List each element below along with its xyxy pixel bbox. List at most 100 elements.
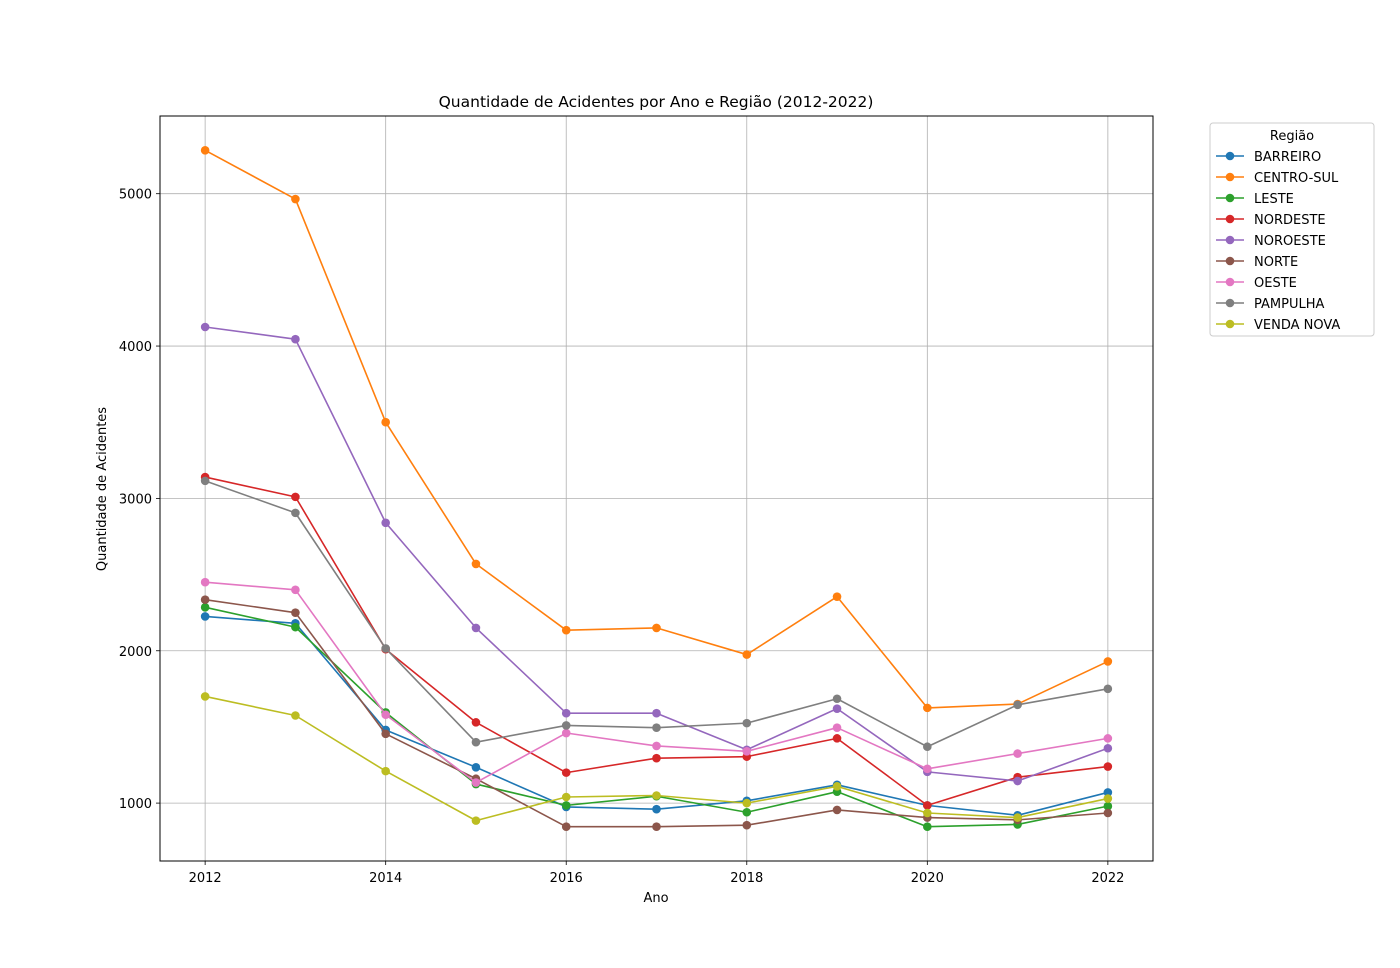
data-point-norte	[832, 805, 842, 815]
data-point-centro-sul	[200, 145, 210, 155]
legend-item-nordeste: NORDESTE	[1216, 213, 1326, 228]
y-tick-label: 1000	[119, 797, 152, 812]
legend-label-leste: LESTE	[1254, 192, 1294, 207]
data-point-norte	[200, 595, 210, 605]
series-centro-sul	[200, 145, 1113, 713]
data-point-oeste	[381, 710, 390, 720]
data-point-venda-nova	[291, 711, 300, 720]
data-point-centro-sul	[923, 703, 932, 713]
data-point-norte	[652, 822, 661, 832]
data-point-centro-sul	[1103, 657, 1113, 666]
data-point-centro-sul	[561, 625, 571, 635]
data-point-norte	[742, 820, 752, 830]
data-point-venda-nova	[1103, 794, 1113, 803]
legend-label-venda-nova: VENDA NOVA	[1254, 318, 1340, 333]
data-point-pampulha	[742, 718, 752, 728]
data-point-venda-nova	[923, 808, 932, 818]
data-point-leste	[923, 822, 932, 832]
data-point-norte	[561, 822, 571, 832]
data-point-nordeste	[291, 492, 300, 502]
data-point-oeste	[200, 577, 210, 587]
y-tick-label: 4000	[119, 340, 152, 355]
series-oeste	[200, 577, 1113, 787]
data-point-leste	[291, 622, 300, 632]
chart-title: Quantidade de Acidentes por Ano e Região…	[439, 93, 874, 111]
data-point-norte	[381, 729, 390, 739]
data-point-oeste	[291, 585, 300, 595]
legend-label-nordeste: NORDESTE	[1254, 213, 1326, 228]
data-point-leste	[742, 807, 752, 817]
data-point-centro-sul	[832, 592, 842, 601]
data-point-centro-sul	[381, 417, 390, 427]
data-point-oeste	[652, 741, 661, 751]
legend-marker-pampulha	[1225, 298, 1235, 308]
series-venda-nova	[200, 692, 1113, 825]
data-point-barreiro	[200, 612, 210, 621]
legend-marker-leste	[1225, 193, 1235, 203]
data-point-venda-nova	[471, 816, 481, 825]
data-point-barreiro	[471, 763, 481, 772]
legend-item-norte: NORTE	[1216, 255, 1298, 270]
data-point-pampulha	[561, 721, 571, 730]
legend-title: Região	[1270, 129, 1314, 144]
data-point-oeste	[1103, 734, 1113, 743]
legend-marker-norte	[1225, 256, 1235, 266]
data-point-oeste	[471, 778, 481, 787]
legend-items: BARREIRO CENTRO-SUL LESTE NORDESTE NOROESTE N…	[1216, 150, 1340, 333]
data-point-noroeste	[381, 518, 390, 528]
legend-marker-barreiro	[1225, 151, 1235, 161]
data-point-pampulha	[200, 476, 210, 486]
data-point-nordeste	[832, 734, 842, 743]
data-point-oeste	[1013, 749, 1022, 758]
data-point-noroeste	[471, 623, 481, 633]
y-tick-label: 3000	[119, 492, 152, 507]
legend-marker-venda-nova	[1225, 319, 1235, 329]
series-lines	[200, 145, 1113, 832]
data-point-venda-nova	[200, 692, 210, 701]
legend-marker-centro-sul	[1225, 172, 1235, 182]
data-point-venda-nova	[652, 791, 661, 800]
x-tick-label: 2012	[189, 871, 222, 886]
data-point-nordeste	[923, 801, 932, 810]
data-point-oeste	[561, 728, 571, 738]
legend-label-norte: NORTE	[1254, 255, 1298, 270]
data-point-nordeste	[1103, 762, 1113, 771]
legend-item-leste: LESTE	[1216, 192, 1294, 207]
legend-item-noroeste: NOROESTE	[1216, 234, 1326, 249]
data-point-noroeste	[1103, 743, 1113, 753]
legend-item-oeste: OESTE	[1216, 276, 1297, 291]
series-line-pampulha	[204, 480, 1108, 748]
legend-item-venda-nova: VENDA NOVA	[1216, 318, 1340, 333]
data-point-venda-nova	[561, 792, 571, 802]
data-point-leste	[200, 603, 210, 612]
data-point-oeste	[832, 723, 842, 732]
data-point-pampulha	[923, 742, 932, 752]
legend: Região BARREIRO CENTRO-SUL LESTE NORDESTE NO…	[1209, 122, 1375, 337]
series-nordeste	[200, 472, 1113, 810]
legend-label-oeste: OESTE	[1254, 276, 1297, 291]
x-tick-label: 2020	[911, 871, 944, 886]
data-point-norte	[1103, 808, 1113, 818]
x-tick-label: 2016	[550, 871, 583, 886]
data-point-pampulha	[471, 737, 481, 747]
data-point-centro-sul	[742, 650, 752, 659]
series-norte	[200, 595, 1113, 832]
data-point-pampulha	[291, 508, 300, 518]
y-tick-label: 5000	[119, 188, 152, 203]
data-point-pampulha	[1103, 684, 1113, 694]
data-point-pampulha	[381, 644, 390, 653]
plot-frame	[159, 115, 1154, 862]
x-tick-label: 2022	[1091, 871, 1124, 886]
data-point-oeste	[923, 764, 932, 774]
data-point-nordeste	[561, 768, 571, 777]
data-point-nordeste	[652, 753, 661, 763]
legend-marker-noroeste	[1225, 235, 1235, 245]
legend-marker-nordeste	[1225, 214, 1235, 224]
legend-label-noroeste: NOROESTE	[1254, 234, 1326, 249]
legend-marker-oeste	[1225, 277, 1235, 287]
data-point-noroeste	[652, 708, 661, 718]
data-point-leste	[1103, 801, 1113, 811]
x-axis-label: Ano	[643, 891, 668, 906]
legend-label-pampulha: PAMPULHA	[1254, 297, 1324, 312]
